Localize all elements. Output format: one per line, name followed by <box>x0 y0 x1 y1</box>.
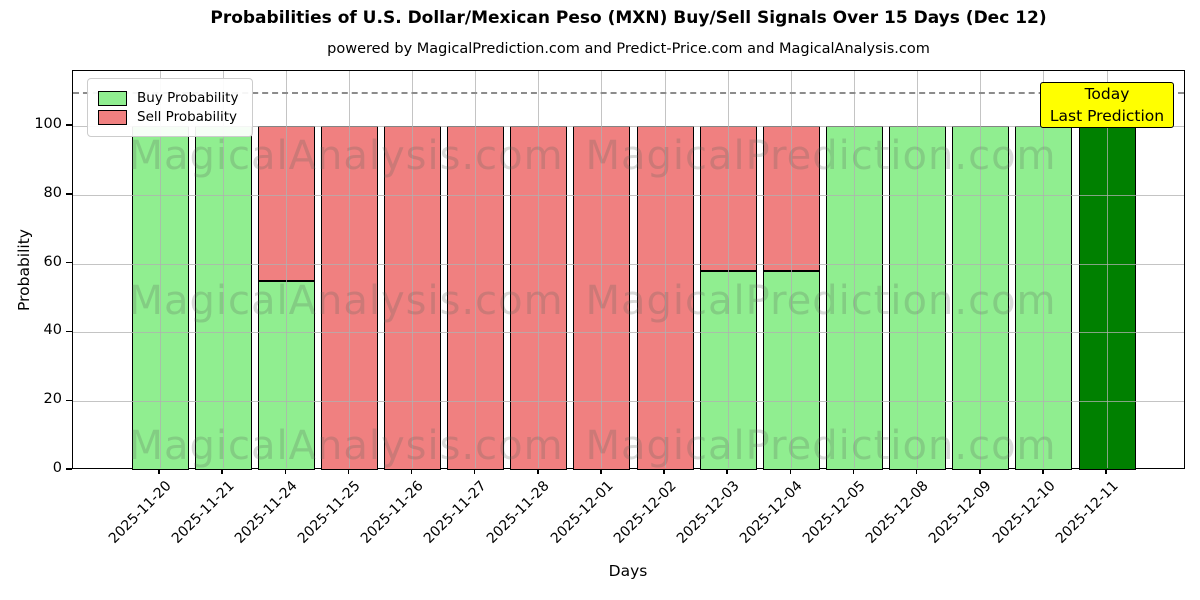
x-tick-label-text: 2025-12-08 <box>863 478 932 547</box>
vertical-gridline <box>538 71 540 468</box>
legend-item-buy: Buy Probability <box>98 90 238 106</box>
sell-legend-swatch <box>98 109 127 125</box>
legend: Buy Probability Sell Probability <box>87 78 254 137</box>
x-tick-label-text: 2025-12-02 <box>610 478 680 547</box>
y-tick-mark <box>66 330 72 333</box>
x-tick-mark <box>1042 469 1044 474</box>
vertical-gridline <box>1043 71 1045 468</box>
x-tick-mark <box>915 469 918 474</box>
y-tick-mark <box>66 124 72 126</box>
vertical-gridline <box>854 71 855 468</box>
vertical-gridline <box>1106 71 1108 468</box>
upper-dashed-line <box>73 91 1184 94</box>
vertical-gridline <box>348 71 350 468</box>
vertical-gridline <box>222 71 224 468</box>
vertical-gridline <box>917 71 919 468</box>
legend-label-buy: Buy Probability <box>137 90 239 106</box>
watermark-text: MagicalPrediction.com <box>585 423 1057 469</box>
x-tick-mark <box>158 469 160 474</box>
x-tick-mark <box>473 469 476 474</box>
y-tick-label: 0 <box>52 460 62 476</box>
vertical-gridline <box>601 71 603 468</box>
x-tick-mark <box>537 469 539 474</box>
x-tick-label-text: 2025-11-26 <box>357 478 427 547</box>
y-tick-label: 100 <box>34 116 62 132</box>
x-tick-label-text: 2025-11-24 <box>231 478 301 547</box>
x-tick-mark <box>221 469 223 474</box>
x-tick-label-text: 2025-11-25 <box>294 478 364 547</box>
horizontal-gridline <box>73 263 1184 265</box>
horizontal-gridline <box>73 332 1184 334</box>
x-tick-mark <box>600 469 602 474</box>
y-tick-mark <box>66 468 72 470</box>
watermark-text: MagicalAnalysis.com <box>128 133 564 179</box>
x-tick-mark <box>852 469 855 474</box>
vertical-gridline <box>159 71 161 468</box>
x-tick-mark <box>347 469 350 474</box>
vertical-gridline <box>285 71 287 468</box>
y-tick-mark <box>66 399 72 401</box>
watermark-text: MagicalPrediction.com <box>585 278 1057 324</box>
x-axis-label: Days <box>608 562 648 580</box>
x-tick-label-text: 2025-12-10 <box>989 478 1059 547</box>
vertical-gridline <box>412 71 413 468</box>
x-tick-mark <box>410 469 413 474</box>
x-tick-label-text: 2025-11-21 <box>168 478 238 547</box>
y-axis-label: Probability <box>15 229 33 311</box>
chart-subtitle: powered by MagicalPrediction.com and Pre… <box>327 41 930 57</box>
horizontal-gridline <box>73 401 1184 403</box>
x-tick-mark <box>979 469 981 474</box>
vertical-gridline <box>475 71 477 468</box>
x-tick-mark <box>1105 469 1107 474</box>
x-tick-label-text: 2025-12-11 <box>1052 478 1122 547</box>
x-tick-mark <box>789 469 792 474</box>
y-tick-mark <box>66 261 72 264</box>
x-tick-label-text: 2025-11-20 <box>105 478 175 547</box>
x-tick-label-text: 2025-12-03 <box>673 478 743 547</box>
vertical-gridline <box>727 71 729 468</box>
x-tick-label-text: 2025-11-28 <box>484 478 554 547</box>
plot-area: Buy Probability Sell Probability Today L… <box>72 70 1185 470</box>
x-tick-label-text: 2025-12-04 <box>736 478 806 547</box>
x-tick-label-text: 2025-12-09 <box>926 478 996 547</box>
today-annotation-line1: Today <box>1084 85 1130 103</box>
y-tick-mark <box>66 193 72 195</box>
today-annotation-line2: Last Prediction <box>1049 106 1165 125</box>
watermark-text: MagicalPrediction.com <box>585 133 1057 179</box>
y-tick-label: 80 <box>43 184 62 201</box>
y-tick-label: 60 <box>43 253 62 270</box>
horizontal-gridline <box>73 194 1184 196</box>
vertical-gridline <box>980 71 982 468</box>
vertical-gridline <box>790 71 792 468</box>
chart-title: Probabilities of U.S. Dollar/Mexican Pes… <box>210 8 1047 28</box>
x-tick-mark <box>663 469 665 474</box>
vertical-gridline <box>664 71 666 468</box>
watermark-text: MagicalAnalysis.com <box>128 278 564 324</box>
legend-label-sell: Sell Probability <box>137 109 238 125</box>
x-tick-mark <box>726 469 728 474</box>
x-tick-label-text: 2025-12-05 <box>799 478 869 547</box>
y-tick-label: 40 <box>43 322 62 339</box>
y-tick-label: 20 <box>43 391 62 408</box>
horizontal-gridline <box>73 126 1184 127</box>
today-annotation: Today Last Prediction <box>1040 82 1174 128</box>
x-tick-label-text: 2025-11-27 <box>421 478 491 547</box>
buy-legend-swatch <box>98 90 127 106</box>
legend-item-sell: Sell Probability <box>98 109 238 125</box>
watermark-text: MagicalAnalysis.com <box>128 423 564 469</box>
x-tick-mark <box>284 469 286 474</box>
x-tick-label-text: 2025-12-01 <box>547 478 617 547</box>
